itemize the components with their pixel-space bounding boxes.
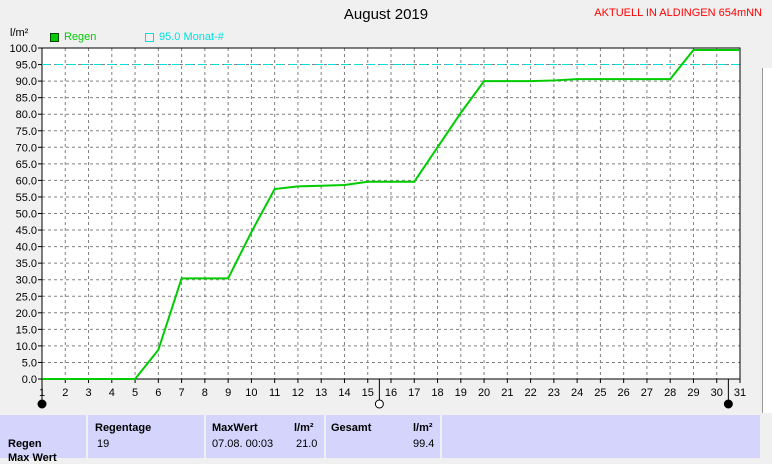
x-tick-label: 16 — [385, 387, 397, 399]
rain-chart: 0.0 5.0 10.0 15.0 20.0 25.0 30.0 35.0 40.0 45.0 50… — [9, 43, 746, 409]
x-tick-label: 9 — [225, 387, 231, 399]
y-tick-label: 30.0 — [16, 275, 37, 287]
plot-frame — [41, 47, 741, 380]
x-tick-label: 2 — [62, 387, 68, 399]
y-tick-label: 40.0 — [16, 242, 37, 254]
y-tick-label: 90.0 — [16, 76, 37, 88]
x-tick-label: 30 — [711, 387, 723, 399]
y-tick-label: 10.0 — [16, 341, 37, 353]
x-tick-label: 10 — [245, 387, 257, 399]
x-tick-label: 19 — [455, 387, 467, 399]
maxwert-unit: l/m² — [294, 422, 314, 434]
y-tick-label: 100.0 — [9, 43, 37, 55]
x-tick-label: 29 — [687, 387, 699, 399]
x-tick-label: 24 — [571, 387, 583, 399]
y-tick-label: 45.0 — [16, 225, 37, 237]
y-tick-label: 0.0 — [22, 374, 37, 386]
x-tick-label: 25 — [594, 387, 606, 399]
x-tick-label: 11 — [269, 387, 280, 399]
full-moon-icon — [37, 399, 47, 409]
stats-panel-label — [0, 415, 86, 458]
y-tick-label: 80.0 — [16, 109, 37, 121]
y-tick-label: 55.0 — [16, 192, 37, 204]
x-tick-label: 7 — [179, 387, 185, 399]
x-tick-label: 31 — [734, 387, 746, 399]
x-tick-label: 12 — [292, 387, 304, 399]
legend-rain: Regen — [50, 31, 96, 43]
stats-row-label-2: Max Wert — [8, 452, 57, 464]
chart-title: August 2019 — [343, 6, 429, 23]
maxwert-date: 07.08. 00:03 — [212, 438, 274, 450]
x-tick-label: 28 — [664, 387, 676, 399]
gesamt-header: Gesamt — [331, 422, 372, 434]
y-axis-unit: l/m² — [10, 27, 29, 39]
x-tick-label: 6 — [155, 387, 161, 399]
series-line-rain — [42, 48, 740, 380]
x-tick-label: 8 — [202, 387, 208, 399]
x-tick-label: 22 — [524, 387, 536, 399]
regentage-header: Regentage — [95, 422, 152, 434]
station-label: AKTUELL IN ALDINGEN 654mNN — [594, 7, 762, 19]
x-tick-label: 18 — [431, 387, 443, 399]
x-tick-label: 14 — [338, 387, 350, 399]
x-tick-label: 23 — [548, 387, 560, 399]
y-tick-label: 50.0 — [16, 209, 37, 221]
y-tick-label: 85.0 — [16, 93, 37, 105]
legend-rain-swatch — [50, 32, 59, 42]
stats-panel-empty — [442, 415, 760, 458]
y-tick-label: 75.0 — [16, 126, 37, 138]
legend-reference-label: 95.0 Monat-# — [159, 31, 224, 43]
y-tick-label: 60.0 — [16, 175, 37, 187]
full-moon-icon — [723, 399, 733, 409]
side-chart-fragment — [762, 68, 772, 413]
stats-panel-regentage — [88, 415, 204, 458]
x-tick-label: 15 — [362, 387, 374, 399]
stats-row-label: Regen — [8, 438, 42, 450]
stats-panel-gesamt — [326, 415, 440, 458]
y-tick-label: 20.0 — [16, 308, 37, 320]
x-tick-label: 13 — [315, 387, 327, 399]
legend-rain-label: Regen — [64, 31, 97, 43]
legend-reference: 95.0 Monat-# — [145, 31, 224, 43]
x-tick-label: 5 — [132, 387, 138, 399]
y-tick-label: 25.0 — [16, 291, 37, 303]
x-tick-label: 26 — [618, 387, 630, 399]
x-tick-label: 27 — [641, 387, 653, 399]
stats-panel-maxwert — [206, 415, 324, 458]
maxwert-header: MaxWert — [212, 422, 258, 434]
maxwert-value: 21.0 — [296, 438, 318, 450]
y-tick-label: 95.0 — [16, 60, 37, 72]
x-tick-label: 20 — [478, 387, 490, 399]
gesamt-value: 99.4 — [413, 438, 435, 450]
y-tick-label: 65.0 — [16, 159, 37, 171]
y-tick-label: 35.0 — [16, 258, 37, 270]
y-tick-label: 70.0 — [16, 142, 37, 154]
x-tick-label: 21 — [501, 387, 513, 399]
regentage-value: 19 — [97, 438, 110, 450]
x-tick-label: 4 — [109, 387, 115, 399]
y-tick-label: 15.0 — [16, 324, 37, 336]
y-tick-label: 5.0 — [22, 357, 37, 369]
gesamt-unit: l/m² — [413, 422, 433, 434]
legend-reference-swatch — [145, 32, 154, 42]
x-tick-label: 3 — [85, 387, 91, 399]
new-moon-icon — [374, 399, 384, 409]
x-tick-label: 17 — [408, 387, 420, 399]
